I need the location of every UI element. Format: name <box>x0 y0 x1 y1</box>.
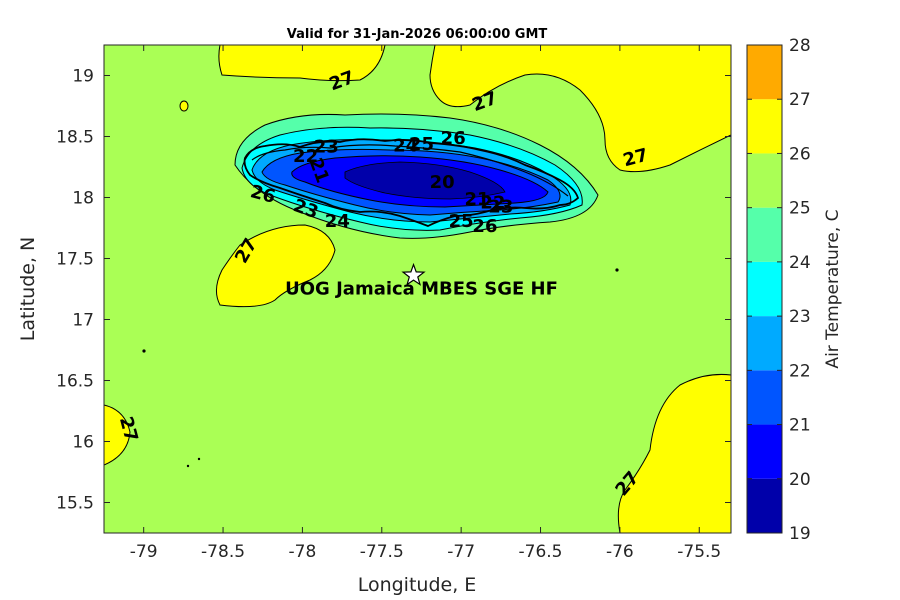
y-tick-label: 16 <box>72 433 94 453</box>
contour-label: 26 <box>472 216 497 237</box>
contour-fill-26-27-west <box>216 224 336 308</box>
contour-fill-26-27-north-1 <box>218 45 386 82</box>
y-tick-label: 17 <box>72 311 94 331</box>
colorbar-tick-label: 24 <box>789 253 811 273</box>
y-tick-label: 18.5 <box>56 128 94 148</box>
contour-label: 26 <box>441 128 466 149</box>
contour-label: 24 <box>393 135 418 156</box>
colorbar-segment <box>747 316 782 371</box>
contour-label: 25 <box>449 211 474 232</box>
colorbar-tick-label: 25 <box>789 199 811 219</box>
site-star-icon <box>401 262 426 286</box>
y-tick-label: 18 <box>72 189 94 209</box>
islet-marker <box>615 268 619 272</box>
colorbar-segment <box>747 370 782 425</box>
colorbar-frame <box>746 44 783 534</box>
contour-fill-19-20 <box>344 161 506 200</box>
colorbar-tick-label: 27 <box>789 90 811 110</box>
contour-label: 25 <box>409 134 434 155</box>
islet-marker <box>197 457 201 461</box>
x-tick-label: -76.5 <box>519 542 563 562</box>
site-label: UOG Jamaica MBES SGE HF <box>285 279 558 300</box>
colorbar-tick-label: 20 <box>789 470 811 490</box>
y-axis: 15.5 16 16.5 17 17.5 18 18.5 19 <box>56 67 731 514</box>
contour-fill-26-27-north-2 <box>429 45 731 173</box>
x-axis-label: Longitude, E <box>358 574 477 596</box>
colorbar-tick-label: 22 <box>789 361 811 381</box>
contour-label: 24 <box>325 211 350 232</box>
contour-fill-26-27-southeast <box>617 374 731 533</box>
coastline <box>243 138 580 227</box>
y-tick-label: 19 <box>72 67 94 87</box>
contour-label: 21 <box>464 189 489 210</box>
colorbar-segment <box>747 261 782 317</box>
x-tick-label: -77 <box>447 542 475 562</box>
colorbar-label: Air Temperature, C <box>823 209 843 368</box>
colorbar-segment <box>747 45 782 100</box>
islet-marker <box>142 349 146 353</box>
x-tick-label: -79 <box>130 542 158 562</box>
y-tick-label: 17.5 <box>56 250 94 270</box>
y-axis-label: Latitude, N <box>17 237 39 342</box>
colorbar-segment <box>747 153 782 208</box>
plot-frame <box>103 44 732 534</box>
x-tick-label: -77.5 <box>360 542 404 562</box>
colorbar-segment <box>747 424 782 479</box>
colorbar-tick-label: 23 <box>789 307 811 327</box>
colorbar-tick-label: 26 <box>789 144 811 164</box>
colorbar-segment <box>747 207 782 262</box>
colorbar-tick-label: 28 <box>789 36 811 56</box>
y-tick-label: 16.5 <box>56 372 94 392</box>
coastline-inner-edge <box>251 144 569 197</box>
chart-title: Valid for 31-Jan-2026 06:00:00 GMT <box>287 27 548 42</box>
y-tick-label: 15.5 <box>56 494 94 514</box>
colorbar-segment <box>747 99 782 154</box>
contour-label: 23 <box>314 136 339 157</box>
contour-fill-26-27-speck <box>179 100 189 112</box>
x-tick-label: -76 <box>606 542 634 562</box>
x-tick-label: -78.5 <box>201 542 245 562</box>
contour-label: 23 <box>488 196 513 217</box>
x-tick-label: -75.5 <box>677 542 721 562</box>
colorbar-tick-label: 21 <box>789 416 811 436</box>
contour-label: 20 <box>430 172 455 193</box>
contour-label: 22 <box>293 146 318 167</box>
colorbar: 19 20 21 22 23 24 25 26 27 28 <box>746 36 811 544</box>
x-tick-label: -78 <box>289 542 317 562</box>
islet-marker <box>186 464 190 468</box>
contour-label: 22 <box>480 193 505 214</box>
colorbar-tick-label: 19 <box>789 524 811 544</box>
x-axis: -79 -78.5 -78 -77.5 -77 -76.5 -76 -75.5 <box>130 45 721 562</box>
colorbar-segment <box>747 478 782 533</box>
site-marker-group: UOG Jamaica MBES SGE HF <box>285 262 558 300</box>
contour-fill-26-27-southwest <box>104 404 131 466</box>
